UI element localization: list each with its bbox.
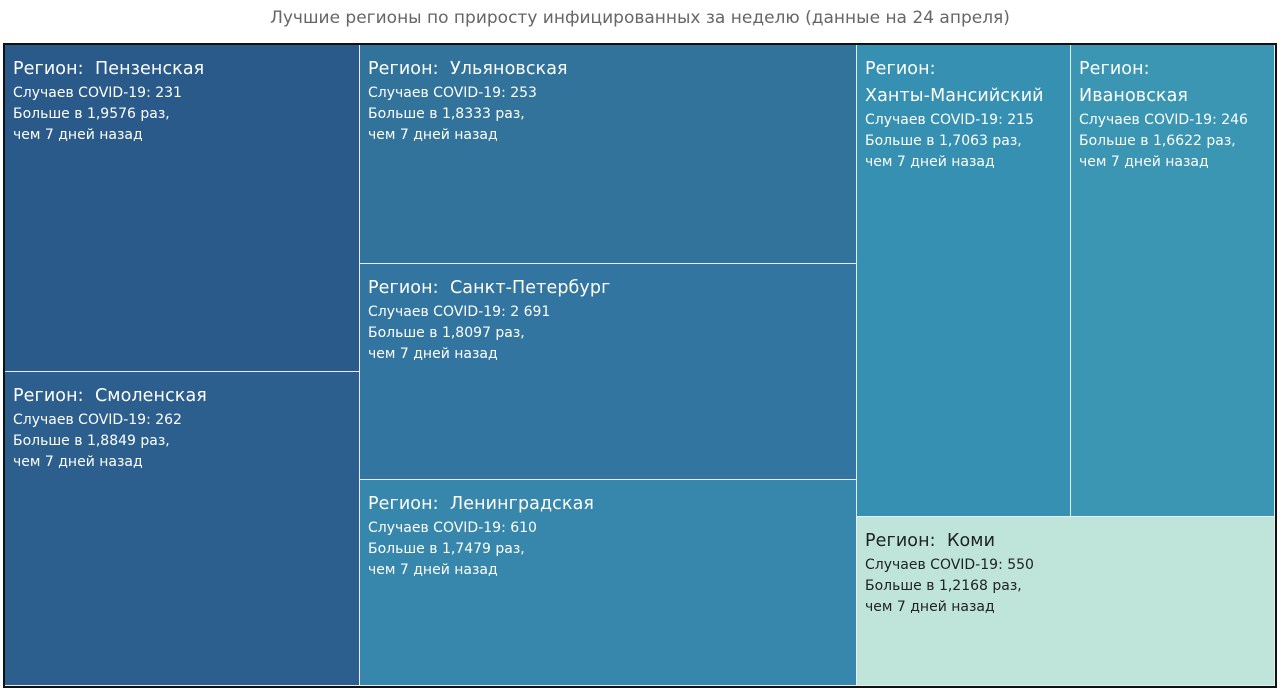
treemap-tile[interactable]: Регион: Ивановская Случаев COVID-19: 246 Бо…: [1071, 45, 1275, 517]
tile-ratio: Больше в 1,8333 раз,: [368, 106, 525, 122]
region-label: Регион:: [368, 278, 439, 298]
tile-ratio: Больше в 1,8097 раз,: [368, 325, 525, 341]
tile-ratio: Больше в 1,6622 раз,: [1079, 133, 1236, 149]
treemap-tile[interactable]: Регион: Коми Случаев COVID-19: 550 Больше …: [857, 517, 1275, 686]
treemap-tile[interactable]: Регион: Ульяновская Случаев COVID-19: 253…: [360, 45, 857, 264]
tile-region-name: Регион: Ленинградская: [368, 491, 848, 518]
treemap-chart: Регион: Пензенская Случаев COVID-19: 231 Б…: [3, 43, 1277, 688]
treemap-tile[interactable]: Регион: Смоленская Случаев COVID-19: 262 Б…: [5, 372, 360, 686]
tile-period: чем 7 дней назад: [368, 346, 498, 362]
region-value: Санкт-Петербург: [449, 278, 611, 298]
tile-cases: Случаев COVID-19: 231: [13, 85, 182, 101]
tile-cases: Случаев COVID-19: 2 691: [368, 304, 551, 320]
region-label: Регион:: [13, 59, 84, 79]
region-value: Пензенская: [94, 59, 205, 79]
tile-period: чем 7 дней назад: [368, 562, 498, 578]
region-value: Ленинградская: [449, 494, 595, 514]
region-label: Регион:: [865, 59, 936, 79]
tile-ratio: Больше в 1,7479 раз,: [368, 541, 525, 557]
tile-region-name: Регион: Пензенская: [13, 56, 351, 83]
region-value: Ханты-Мансийский: [865, 86, 1044, 106]
tile-region-name: Регион: Ханты-Мансийский: [865, 56, 1062, 110]
tile-period: чем 7 дней назад: [1079, 154, 1209, 170]
region-value: Коми: [946, 531, 996, 551]
tile-region-name: Регион: Ульяновская: [368, 56, 848, 83]
region-label: Регион:: [13, 386, 84, 406]
treemap-tile[interactable]: Регион: Пензенская Случаев COVID-19: 231 Б…: [5, 45, 360, 372]
region-label: Регион:: [865, 531, 936, 551]
tile-region-name: Регион: Смоленская: [13, 383, 351, 410]
region-value: Ивановская: [1079, 86, 1189, 106]
tile-ratio: Больше в 1,7063 раз,: [865, 133, 1022, 149]
tile-ratio: Больше в 1,9576 раз,: [13, 106, 170, 122]
tile-cases: Случаев COVID-19: 215: [865, 112, 1034, 128]
tile-cases: Случаев COVID-19: 550: [865, 557, 1034, 573]
tile-cases: Случаев COVID-19: 610: [368, 520, 537, 536]
tile-ratio: Больше в 1,8849 раз,: [13, 433, 170, 449]
tile-cases: Случаев COVID-19: 262: [13, 412, 182, 428]
tile-period: чем 7 дней назад: [865, 599, 995, 615]
tile-period: чем 7 дней назад: [13, 454, 143, 470]
tile-region-name: Регион: Коми: [865, 528, 1266, 555]
treemap-tile[interactable]: Регион: Ханты-Мансийский Случаев COVID-19:…: [857, 45, 1071, 517]
tile-period: чем 7 дней назад: [368, 127, 498, 143]
tile-ratio: Больше в 1,2168 раз,: [865, 578, 1022, 594]
region-value: Смоленская: [94, 386, 207, 406]
tile-period: чем 7 дней назад: [13, 127, 143, 143]
tile-region-name: Регион: Ивановская: [1079, 56, 1266, 110]
region-label: Регион:: [368, 59, 439, 79]
region-value: Ульяновская: [449, 59, 568, 79]
region-label: Регион:: [1079, 59, 1150, 79]
chart-title: Лучшие регионы по приросту инфицированны…: [270, 8, 1010, 28]
tile-region-name: Регион: Санкт-Петербург: [368, 275, 848, 302]
tile-cases: Случаев COVID-19: 246: [1079, 112, 1248, 128]
tile-period: чем 7 дней назад: [865, 154, 995, 170]
region-label: Регион:: [368, 494, 439, 514]
treemap-tile[interactable]: Регион: Ленинградская Случаев COVID-19: 6…: [360, 480, 857, 686]
tile-cases: Случаев COVID-19: 253: [368, 85, 537, 101]
treemap-tile[interactable]: Регион: Санкт-Петербург Случаев COVID-19:…: [360, 264, 857, 480]
